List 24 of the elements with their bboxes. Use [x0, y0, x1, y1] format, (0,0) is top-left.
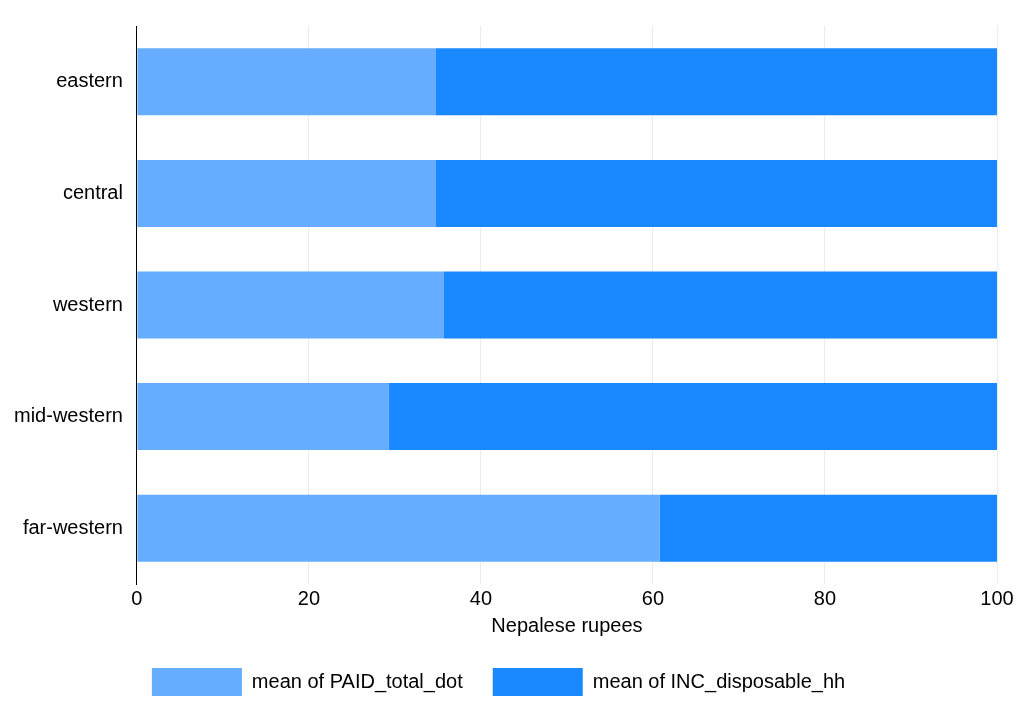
y-tick-label: western: [51, 292, 123, 315]
x-tick-label: 20: [297, 586, 321, 609]
bar: [137, 48, 436, 116]
y-tick-label: far-western: [22, 515, 123, 538]
legend-label: mean of INC_disposable_hh: [592, 669, 846, 693]
x-tick-label: 60: [641, 586, 665, 609]
bar: [388, 383, 997, 451]
bar: [137, 494, 660, 562]
y-tick-label: eastern: [56, 69, 123, 92]
x-tick-label: 80: [813, 586, 837, 609]
x-tick-label: 40: [469, 586, 493, 609]
bar: [137, 271, 444, 339]
bar: [443, 271, 997, 339]
x-tick-label: 0: [131, 586, 143, 609]
y-tick-label: mid-western: [13, 404, 123, 427]
bar: [137, 159, 436, 227]
y-tick-label: central: [62, 180, 123, 203]
bar: [659, 494, 997, 562]
x-tick-label: 100: [980, 586, 1014, 609]
bar: [435, 159, 997, 227]
bar: [435, 48, 997, 116]
bar: [137, 383, 389, 451]
x-axis-title: Nepalese rupees: [491, 613, 643, 636]
legend-label: mean of PAID_total_dot: [251, 669, 464, 693]
